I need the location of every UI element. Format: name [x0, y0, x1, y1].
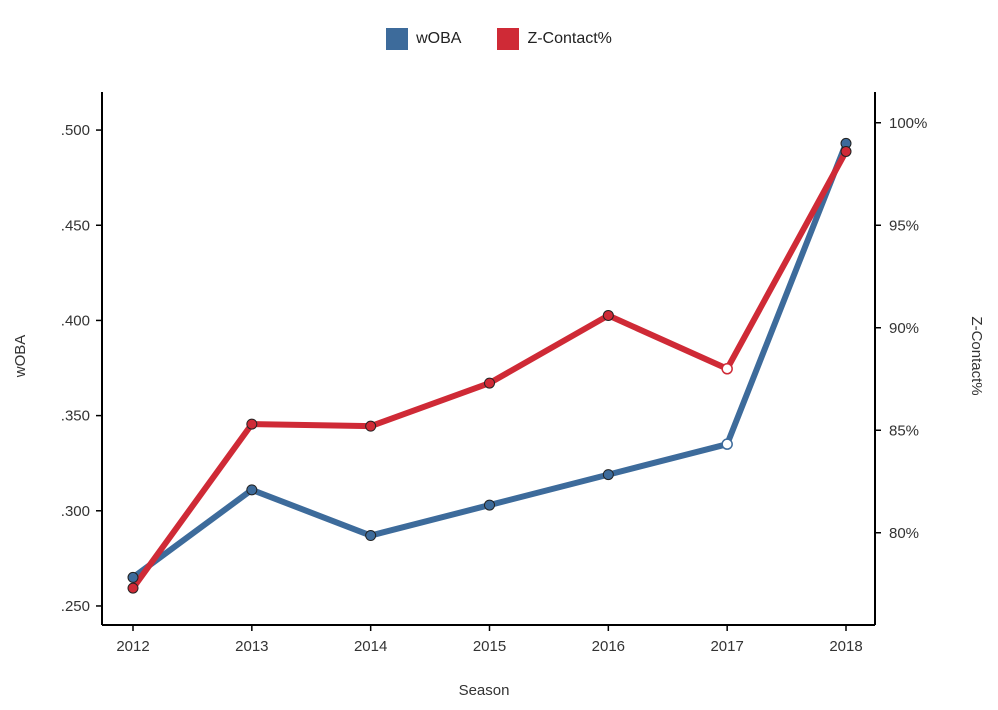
- data-point-z-contact[interactable]: [602, 309, 614, 321]
- legend-item-zcontact[interactable]: Z-Contact%: [497, 28, 612, 50]
- data-point-woba[interactable]: [602, 469, 614, 481]
- axes: .500 .450 .400 .350 .300 .250 100% 95% 90% 85% 80%…: [61, 92, 927, 655]
- legend-label-woba: wOBA: [416, 30, 462, 47]
- legend-item-woba[interactable]: wOBA: [386, 28, 461, 50]
- series-layer: [127, 137, 852, 594]
- x-tick-label: 2018: [829, 638, 862, 655]
- data-point-z-contact[interactable]: [721, 363, 733, 375]
- y-tick-label: .250: [61, 598, 90, 615]
- y-tick-label: .300: [61, 503, 90, 520]
- y2-tick-label: 80%: [889, 525, 919, 542]
- y2-axis-title: Z-Contact%: [968, 316, 985, 395]
- x-tick-label: 2013: [235, 638, 268, 655]
- series-line-z-contact: [130, 148, 849, 592]
- data-point-z-contact[interactable]: [365, 420, 377, 432]
- data-point-woba[interactable]: [127, 571, 139, 583]
- y-axis-title: wOBA: [12, 335, 29, 379]
- legend: wOBA Z-Contact%: [0, 28, 998, 50]
- data-point-z-contact[interactable]: [484, 377, 495, 389]
- legend-label-zcontact: Z-Contact%: [527, 30, 612, 47]
- data-point-woba[interactable]: [246, 484, 258, 496]
- data-point-z-contact[interactable]: [246, 418, 258, 430]
- data-point-woba[interactable]: [365, 530, 377, 542]
- x-tick-label: 2015: [473, 638, 506, 655]
- y2-tick-label: 95%: [889, 217, 919, 234]
- y-tick-label: .500: [61, 122, 90, 139]
- y2-tick-label: 90%: [889, 320, 919, 337]
- y-tick-label: .450: [61, 217, 90, 234]
- x-tick-label: 2014: [354, 638, 387, 655]
- data-point-woba[interactable]: [484, 499, 495, 511]
- x-tick-label: 2017: [710, 638, 743, 655]
- legend-swatch-zcontact: [497, 28, 520, 50]
- data-point-z-contact[interactable]: [840, 145, 852, 157]
- x-tick-label: 2012: [116, 638, 149, 655]
- x-tick-label: 2016: [592, 638, 625, 655]
- x-axis-title: Season: [459, 682, 510, 699]
- data-point-woba[interactable]: [721, 438, 733, 450]
- series-line-woba: [130, 140, 849, 581]
- y-tick-label: .400: [61, 312, 90, 329]
- data-point-z-contact[interactable]: [127, 582, 139, 594]
- y2-tick-label: 85%: [889, 422, 919, 439]
- y-tick-label: .350: [61, 408, 90, 425]
- legend-swatch-woba: [386, 28, 409, 50]
- y2-tick-label: 100%: [889, 115, 927, 132]
